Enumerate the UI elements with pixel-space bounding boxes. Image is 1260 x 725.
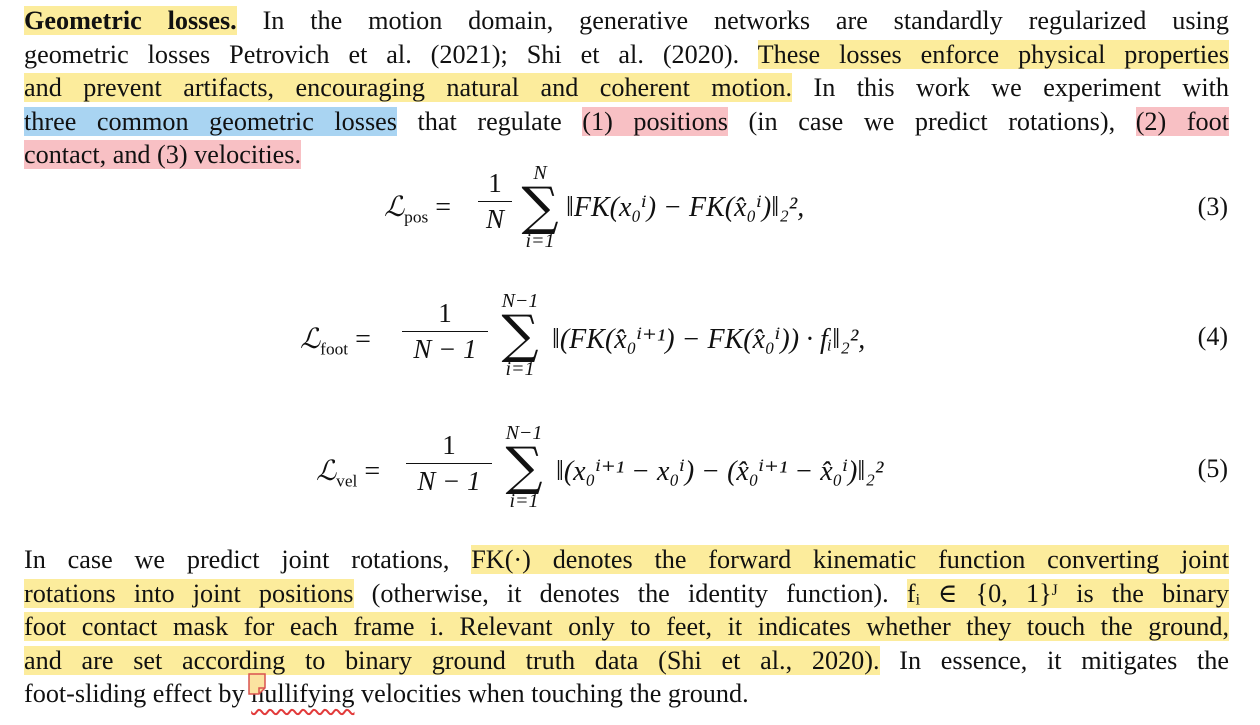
outro-line-1: In case we predict joint rotations, FK(·…: [24, 543, 1229, 577]
eq-lhs: ℒpos =: [384, 192, 452, 227]
eq-body: ‖(FK(x̂₀ⁱ⁺¹) − FK(x̂₀ⁱ)) · fᵢ‖₂²,: [552, 324, 866, 355]
highlight-yellow[interactable]: These losses enforce physical properties: [757, 39, 1229, 69]
intro-paragraph: Geometric losses. In the motion domain, …: [24, 4, 1229, 172]
outro-text: In essence, it mitigates the: [879, 645, 1229, 675]
intro-text: that regulate: [396, 106, 583, 136]
highlight-yellow[interactable]: foot contact mask for each frame i. Rele…: [24, 612, 1229, 642]
outro-text: (otherwise, it denotes the identity func…: [353, 578, 907, 608]
intro-line-5: contact, and (3) velocities.: [24, 138, 1229, 172]
outro-line-4: and are set according to binary ground t…: [24, 644, 1229, 678]
equation-number: (5): [1197, 454, 1228, 483]
highlight-red[interactable]: (2) foot: [1135, 106, 1229, 136]
outro-text: In case we predict joint rotations,: [24, 545, 472, 574]
summation: N−1 ∑ i=1: [501, 290, 539, 380]
eq-body: ‖FK(x₀ⁱ) − FK(x̂₀ⁱ)‖₂²,: [566, 192, 805, 223]
equation-number: (3): [1197, 192, 1228, 221]
spellcheck-word[interactable]: nullifying: [251, 679, 355, 709]
eq-lhs: ℒfoot =: [300, 324, 371, 359]
highlight-yellow[interactable]: rotations into joint positions: [24, 578, 354, 608]
intro-text: geometric losses Petrovich et al. (2021)…: [24, 39, 758, 69]
outro-text: velocities when touching the ground.: [354, 679, 749, 709]
outro-line-5: foot-sliding effect by nullifying veloci…: [24, 673, 1229, 711]
outro-line-2: rotations into joint positions (otherwis…: [24, 577, 1229, 611]
eq-body: ‖(x₀ⁱ⁺¹ − x₀ⁱ) − (x̂₀ⁱ⁺¹ − x̂₀ⁱ)‖₂²: [556, 456, 884, 487]
intro-line-1: Geometric losses. In the motion domain, …: [24, 4, 1229, 38]
highlight-yellow[interactable]: fᵢ ∈ {0, 1}ᴶ is the binary: [906, 578, 1229, 608]
outro-line-3: foot contact mask for each frame i. Rele…: [24, 610, 1229, 644]
equation-number: (4): [1197, 322, 1228, 351]
highlight-red[interactable]: contact, and (3) velocities.: [24, 140, 302, 170]
highlight-yellow[interactable]: FK(·) denotes the forward kinematic func…: [471, 545, 1229, 574]
highlight-blue[interactable]: three common geometric losses: [24, 106, 397, 136]
outro-text: foot-sliding effect by: [24, 679, 252, 709]
intro-line-2: geometric losses Petrovich et al. (2021)…: [24, 38, 1229, 72]
section-heading: Geometric losses.: [24, 6, 237, 35]
intro-line-4: three common geometric losses that regul…: [24, 105, 1229, 139]
outro-paragraph: In case we predict joint rotations, FK(·…: [24, 543, 1229, 711]
eq-lhs: ℒvel =: [316, 456, 381, 491]
summation: N−1 ∑ i=1: [505, 422, 543, 512]
summation: N ∑ i=1: [521, 162, 559, 252]
highlight-yellow[interactable]: and prevent artifacts, encouraging natur…: [24, 73, 793, 103]
highlight-red[interactable]: (1) positions: [582, 106, 728, 136]
intro-line-3: and prevent artifacts, encouraging natur…: [24, 71, 1229, 105]
intro-text: In the motion domain, generative network…: [236, 6, 1229, 35]
intro-text: (in case we predict rotations),: [727, 106, 1136, 136]
highlight-yellow[interactable]: and are set according to binary ground t…: [24, 645, 880, 675]
intro-text: In this work we experiment with: [792, 73, 1229, 103]
